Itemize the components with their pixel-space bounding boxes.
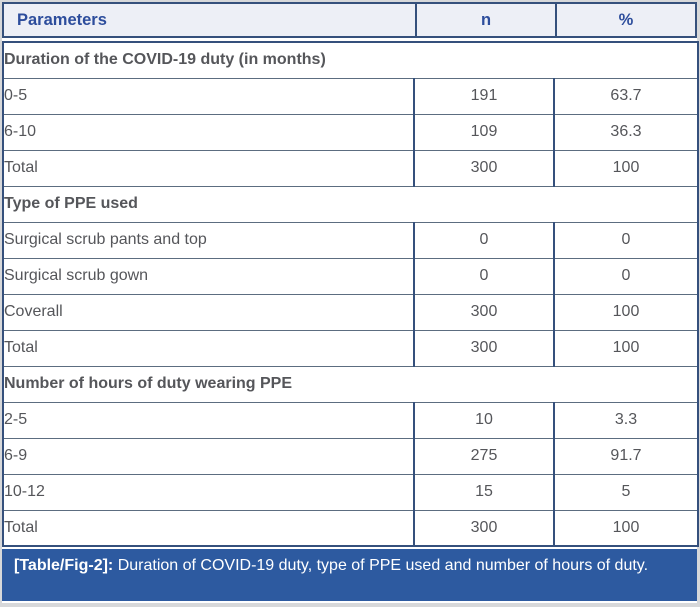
- percent-cell: 0: [553, 221, 698, 258]
- section-row: Number of hours of duty wearing PPE: [3, 365, 698, 402]
- table-header-row: Parameters n %: [2, 2, 697, 38]
- param-cell: Coverall: [3, 293, 414, 330]
- header-n: n: [415, 4, 555, 36]
- percent-cell: 63.7: [553, 77, 698, 114]
- section-title: Number of hours of duty wearing PPE: [3, 365, 698, 402]
- section-row: Duration of the COVID-19 duty (in months…: [3, 42, 698, 78]
- percent-cell: 5: [553, 473, 698, 510]
- percent-cell: 91.7: [553, 437, 698, 474]
- n-cell: 109: [413, 113, 554, 150]
- param-cell: Total: [3, 149, 414, 186]
- table-body: Duration of the COVID-19 duty (in months…: [3, 42, 698, 546]
- param-cell: Surgical scrub gown: [3, 257, 414, 294]
- percent-cell: 100: [553, 329, 698, 366]
- n-cell: 300: [413, 293, 554, 330]
- param-cell: 0-5: [3, 77, 414, 114]
- table-row: 0-5 191 63.7: [3, 77, 698, 114]
- param-cell: Surgical scrub pants and top: [3, 221, 414, 258]
- caption-label: [Table/Fig-2]:: [14, 557, 114, 574]
- n-cell: 300: [413, 329, 554, 366]
- param-cell: 2-5: [3, 401, 414, 438]
- header-parameters: Parameters: [17, 10, 107, 29]
- caption-text: Duration of COVID-19 duty, type of PPE u…: [113, 557, 649, 574]
- n-cell: 275: [413, 437, 554, 474]
- table-row: 2-5 10 3.3: [3, 401, 698, 438]
- data-table: Duration of the COVID-19 duty (in months…: [2, 41, 699, 547]
- header-percent: %: [555, 4, 695, 36]
- n-cell: 0: [413, 257, 554, 294]
- param-cell: Total: [3, 329, 414, 366]
- param-cell: 10-12: [3, 473, 414, 510]
- percent-cell: 100: [553, 509, 698, 546]
- percent-cell: 3.3: [553, 401, 698, 438]
- table-row: 10-12 15 5: [3, 473, 698, 510]
- table-row: Surgical scrub gown 0 0: [3, 257, 698, 294]
- n-cell: 191: [413, 77, 554, 114]
- table-row: Total 300 100: [3, 149, 698, 186]
- table-row: 6-10 109 36.3: [3, 113, 698, 150]
- param-cell: 6-9: [3, 437, 414, 474]
- section-row: Type of PPE used: [3, 185, 698, 222]
- percent-cell: 100: [553, 293, 698, 330]
- percent-cell: 0: [553, 257, 698, 294]
- param-cell: 6-10: [3, 113, 414, 150]
- table-row: Coverall 300 100: [3, 293, 698, 330]
- table-row: Total 300 100: [3, 329, 698, 366]
- n-cell: 15: [413, 473, 554, 510]
- figure-caption: [Table/Fig-2]: Duration of COVID-19 duty…: [2, 549, 697, 601]
- section-title: Type of PPE used: [3, 185, 698, 222]
- table-row: 6-9 275 91.7: [3, 437, 698, 474]
- table-row: Surgical scrub pants and top 0 0: [3, 221, 698, 258]
- percent-cell: 100: [553, 149, 698, 186]
- percent-cell: 36.3: [553, 113, 698, 150]
- n-cell: 300: [413, 509, 554, 546]
- section-title: Duration of the COVID-19 duty (in months…: [3, 42, 698, 78]
- n-cell: 0: [413, 221, 554, 258]
- n-cell: 10: [413, 401, 554, 438]
- table-row: Total 300 100: [3, 509, 698, 546]
- param-cell: Total: [3, 509, 414, 546]
- n-cell: 300: [413, 149, 554, 186]
